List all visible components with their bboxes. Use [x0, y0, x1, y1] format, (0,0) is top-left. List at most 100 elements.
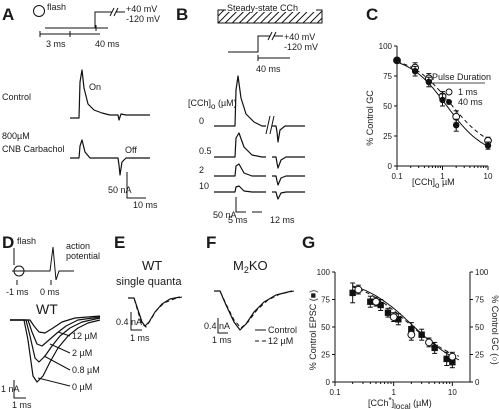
scale-x-d: 1 ms [12, 400, 32, 409]
data-point [407, 330, 416, 339]
voltage-protocol-b [228, 35, 283, 53]
conc-2: 2 [199, 165, 204, 175]
panel-c-label: C [366, 5, 378, 24]
flash-label-d: flash [17, 236, 36, 246]
panel-b-label: B [176, 5, 188, 24]
panel-c: C % Control GC Pulse Duration 1 ms 40 ms… [365, 5, 493, 190]
panel-f: F M2KO 0.4 nA 1 ms Control 12 µM [204, 233, 297, 346]
scale-y-e: 0.4 nA [116, 317, 142, 327]
data-point [448, 352, 457, 361]
scale-x2-b: 12 ms [270, 215, 295, 225]
trace-f-12uM [214, 290, 295, 329]
scale-y-d: 1 nA [1, 384, 20, 394]
chart-c-legend-1: 1 ms [458, 87, 478, 97]
cch-bar-label: Steady-state CCh [227, 3, 298, 13]
scale-x-e: 1 ms [130, 333, 150, 343]
y-tick-label: 50 [383, 102, 392, 111]
scale-x-a: 10 ms [133, 200, 158, 210]
flash-lamp-icon [33, 5, 45, 17]
y-tick-label-right: 25 [475, 351, 484, 360]
y-tick-label: 100 [317, 268, 331, 277]
scale-x1-b: 5 ms [228, 215, 248, 225]
panel-a-label: A [2, 5, 14, 24]
y-tick-label: 25 [383, 132, 392, 141]
y-tick-label: 75 [321, 296, 330, 305]
data-point [431, 344, 438, 352]
panel-g: G % Control EPSC (■) % Control GC (○) [C… [302, 233, 499, 409]
voltage-protocol-a [45, 11, 125, 29]
conc-d-12: 12 µM [72, 331, 97, 341]
scalebar-e [130, 312, 142, 331]
trace-f-control [214, 290, 293, 331]
data-point [425, 78, 433, 86]
trace-b-2 [214, 163, 305, 186]
break-mark-b [267, 31, 277, 41]
chart-c-ylabel: % Control GC [365, 90, 375, 146]
scalebar-d [13, 380, 26, 399]
trace-control-a [70, 69, 150, 121]
vhold-label-a: +40 mV [126, 4, 157, 14]
data-point [443, 355, 450, 363]
panel-d-label: D [2, 233, 14, 252]
data-point [372, 297, 380, 306]
panel-e: E WT single quanta 0.4 nA 1 ms [114, 233, 182, 343]
y-tick-label-right: 50 [475, 323, 484, 332]
y-tick-label: 0 [388, 162, 393, 171]
conc-0: 0 [199, 116, 204, 126]
title-f: M2KO [233, 258, 268, 275]
t1-label-d: -1 ms [6, 287, 29, 297]
x-tick-label: 10 [448, 388, 457, 397]
scale-y-a: 50 nA [108, 185, 132, 195]
chart-g-xlabel: [CCh*]local (µM) [368, 396, 432, 409]
data-point [384, 309, 392, 316]
t2-label-d: 0 ms [40, 287, 60, 297]
trace-b-0 [214, 75, 305, 143]
data-point [367, 298, 374, 305]
row-cnb-label-2: CNB Carbachol [2, 144, 65, 154]
time-bar-b [257, 55, 290, 61]
row-control-label: Control [2, 92, 31, 102]
data-point [377, 301, 384, 309]
y-tick-label: 100 [379, 42, 393, 51]
data-point [393, 57, 401, 64]
y-tick-label: 50 [321, 323, 330, 332]
data-point [349, 289, 356, 297]
t1-label-a: 3 ms [46, 39, 66, 49]
y-tick-label-right: 75 [475, 296, 484, 305]
x-tick-label: 0.1 [391, 172, 403, 181]
trace-b-10 [214, 185, 305, 200]
panel-d: D flash action potential -1 ms 0 ms WT 1… [1, 233, 101, 409]
on-label: On [89, 82, 101, 92]
ap-label-2: potential [66, 251, 100, 261]
y-tick-label-right: 0 [475, 378, 480, 387]
scale-x-f: 1 ms [212, 335, 232, 345]
row-cnb-label-1: 800µM [2, 131, 30, 141]
y-tick-label: 75 [383, 72, 392, 81]
ap-label-1: action [66, 241, 90, 251]
conc-d-0-8: 0.8 µM [72, 365, 100, 375]
chart-c-plot: 0 25 50 75 100 0.1 1 10 [379, 42, 493, 181]
x-tick-label: 0.1 [329, 388, 341, 397]
vrest-label-b: -120 mV [284, 42, 318, 52]
data-point [439, 96, 446, 104]
trace-e-average [128, 296, 183, 328]
t2-label-b: 40 ms [256, 64, 281, 74]
trace-e [128, 296, 181, 327]
data-point [389, 313, 398, 322]
off-label: Off [125, 145, 137, 155]
chart-g-ylabel-right: % Control GC (○) [490, 295, 499, 364]
vhold-label-b: +40 mV [284, 32, 315, 42]
title-e-1: WT [142, 258, 162, 273]
y-tick-label: 0 [326, 378, 331, 387]
data-point [354, 285, 363, 294]
data-point [425, 338, 433, 347]
y-tick-label-right: 100 [475, 268, 489, 277]
data-point [395, 316, 402, 323]
x-tick-label: 1 [391, 388, 396, 397]
action-potential-trace [12, 246, 74, 281]
legend-f-control: Control [268, 325, 297, 335]
legend-f-12uM: 12 µM [268, 336, 293, 346]
wt-label-d: WT [36, 301, 58, 317]
scalebar-f [217, 318, 228, 334]
